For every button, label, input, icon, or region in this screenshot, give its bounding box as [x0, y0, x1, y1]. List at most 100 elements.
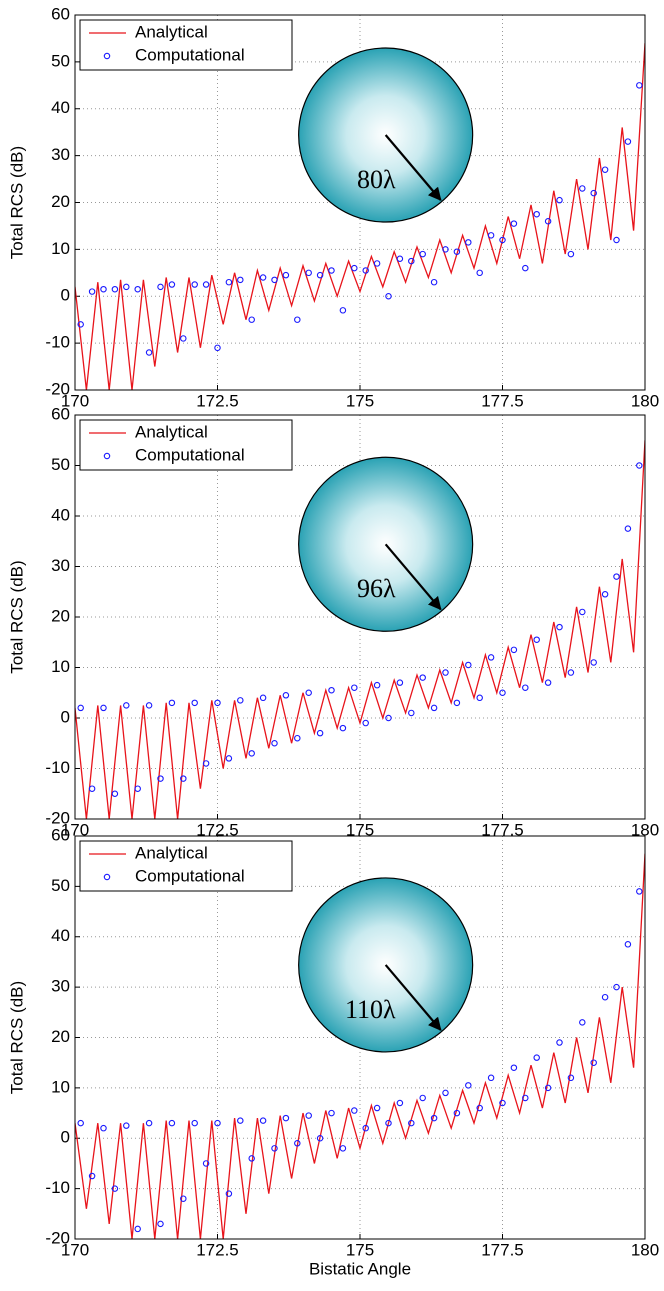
computational-point — [636, 888, 643, 895]
computational-point — [294, 316, 301, 323]
computational-point — [567, 669, 575, 676]
y-tick-label: 40 — [51, 505, 70, 524]
axes-frame — [74, 835, 646, 1240]
computational-point — [613, 983, 620, 991]
computational-point — [499, 236, 506, 244]
computational-point — [305, 269, 312, 277]
computational-point — [590, 1059, 597, 1066]
legend-box — [79, 419, 293, 471]
analytical-line — [75, 440, 645, 819]
computational-point — [487, 232, 495, 239]
computational-point — [487, 1074, 495, 1082]
computational-point — [259, 274, 267, 281]
computational-point — [373, 1104, 381, 1112]
y-tick-label: 10 — [51, 1077, 70, 1096]
x-tick-label: 172.5 — [196, 820, 239, 839]
computational-point — [191, 281, 198, 288]
computational-point — [259, 1117, 267, 1124]
computational-point — [351, 684, 358, 691]
computational-point — [111, 790, 119, 797]
computational-point — [328, 686, 335, 694]
computational-point — [168, 281, 176, 288]
computational-point — [430, 1114, 438, 1122]
computational-point — [601, 166, 609, 173]
computational-point — [157, 283, 164, 291]
analytical-line — [75, 853, 645, 1239]
computational-point — [259, 694, 267, 702]
computational-point — [408, 257, 415, 265]
computational-point — [316, 271, 324, 279]
computational-point — [385, 714, 392, 722]
computational-point — [419, 674, 426, 681]
computational-point — [396, 679, 404, 686]
computational-point — [408, 709, 415, 717]
computational-point — [624, 525, 632, 532]
computational-point — [180, 1195, 187, 1202]
x-tick-label: 172.5 — [196, 1240, 239, 1259]
computational-point — [271, 1145, 278, 1152]
legend-marker — [103, 452, 111, 460]
computational-point — [624, 138, 632, 145]
computational-point — [111, 1185, 119, 1192]
computational-point — [624, 941, 632, 948]
computational-point — [180, 775, 187, 782]
y-tick-label: 30 — [51, 556, 70, 575]
computational-point — [567, 250, 575, 258]
computational-point — [499, 1099, 506, 1107]
computational-point — [328, 1109, 335, 1117]
computational-point — [351, 264, 358, 272]
legend-label: Analytical — [135, 22, 208, 41]
computational-point — [556, 196, 563, 204]
computational-point — [282, 271, 290, 279]
analytical-line — [75, 43, 645, 390]
computational-point — [134, 785, 141, 792]
computational-point — [522, 684, 529, 691]
computational-point — [157, 1220, 164, 1228]
computational-point — [522, 264, 529, 272]
y-tick-label: -10 — [45, 1178, 70, 1197]
computational-point — [271, 276, 278, 284]
computational-point — [294, 734, 301, 742]
x-tick-label: 180 — [631, 820, 659, 839]
computational-point — [453, 248, 461, 255]
computational-point — [282, 1114, 290, 1122]
panel: -20 -10 0 10 20 30 40 50 60 170 172.5 175 177.5 180 To… — [7, 4, 659, 410]
y-tick-label: 20 — [51, 192, 70, 211]
computational-point — [442, 1089, 449, 1097]
y-tick-label: -10 — [45, 758, 70, 777]
computational-point — [442, 246, 449, 253]
x-tick-label: 170 — [61, 820, 89, 839]
computational-point — [145, 349, 153, 356]
computational-point — [579, 185, 586, 192]
computational-point — [237, 697, 244, 704]
computational-point — [248, 1155, 255, 1162]
computational-point — [590, 659, 597, 666]
y-tick-label: 40 — [51, 926, 70, 945]
computational-point — [328, 267, 335, 274]
x-tick-label: 180 — [631, 1240, 659, 1259]
computational-point — [373, 681, 381, 689]
computational-point — [579, 1019, 586, 1026]
computational-point — [202, 760, 210, 767]
x-axis-label: Bistatic Angle — [309, 1259, 411, 1278]
computational-point — [202, 281, 210, 288]
computational-point — [419, 1094, 426, 1102]
y-tick-label: 10 — [51, 657, 70, 676]
computational-point — [88, 288, 96, 295]
y-tick-label: 50 — [51, 876, 70, 895]
y-tick-label: -20 — [45, 1228, 70, 1247]
computational-point — [465, 1082, 472, 1089]
y-tick-label: 20 — [51, 1027, 70, 1046]
computational-point — [191, 699, 198, 707]
x-tick-label: 170 — [61, 391, 89, 410]
y-tick-label: 50 — [51, 51, 70, 70]
computational-point — [601, 591, 609, 598]
computational-point — [430, 704, 438, 712]
computational-point — [237, 276, 244, 284]
computational-point — [180, 335, 187, 342]
computational-point — [225, 755, 233, 762]
computational-point — [556, 1039, 563, 1046]
legend-marker — [103, 873, 111, 881]
x-tick-label: 177.5 — [481, 391, 524, 410]
computational-point — [248, 750, 255, 757]
